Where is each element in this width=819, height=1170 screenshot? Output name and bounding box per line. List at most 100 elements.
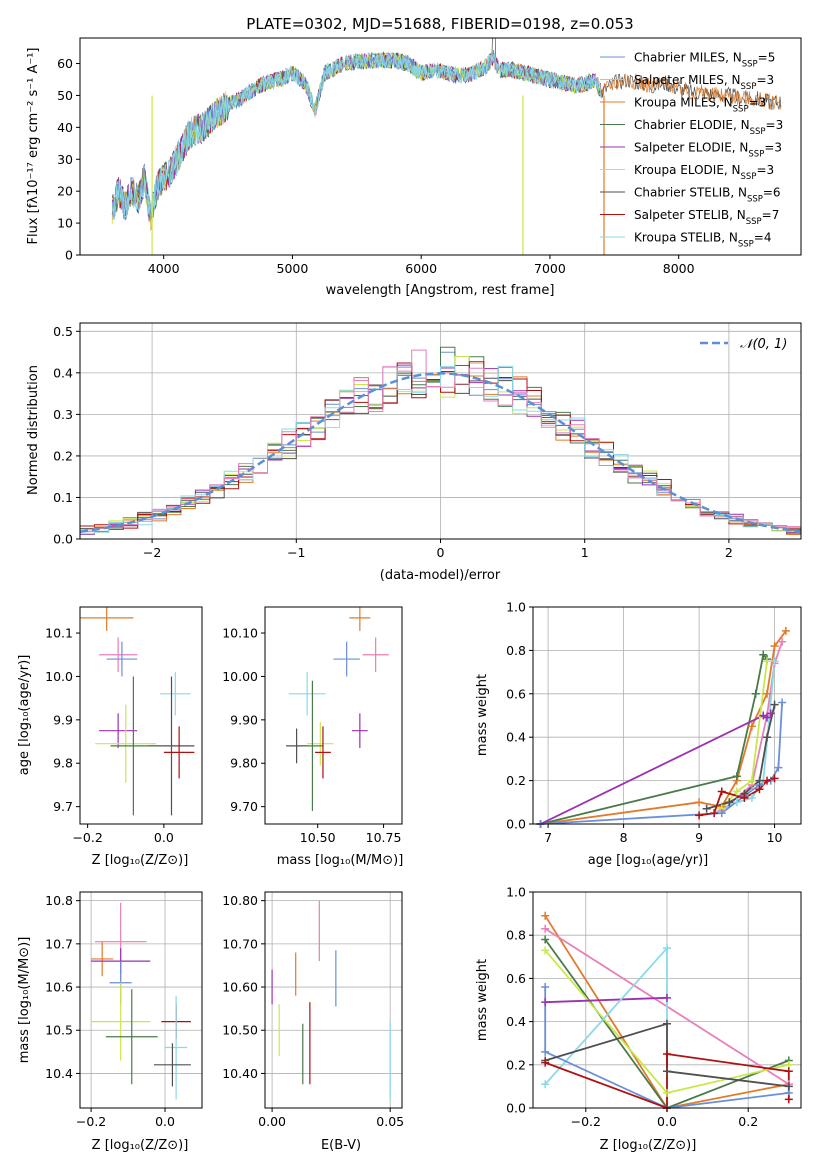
spectrum-line — [111, 51, 602, 221]
axes-frame — [79, 606, 203, 825]
mass-weight-marker — [663, 1067, 671, 1076]
x-tick-label: 7000 — [534, 261, 566, 276]
mass-weight-marker — [663, 993, 671, 1002]
mass-weight-marker — [751, 689, 760, 698]
gaussian-curve — [80, 372, 801, 533]
y-tick-label: 10.4 — [45, 1066, 73, 1081]
age-z-ylabel: age [log₁₀(age/yr)] — [17, 655, 32, 776]
y-tick-label: 9.7 — [53, 799, 73, 814]
x-tick-label: −0.2 — [76, 1114, 106, 1129]
y-tick-label: 0 — [65, 248, 73, 263]
y-tick-label: 0.8 — [506, 928, 526, 943]
mass-weight-marker — [541, 998, 550, 1007]
y-tick-label: 10.7 — [45, 936, 73, 951]
y-tick-label: 10.60 — [222, 980, 258, 995]
mass-weight-marker — [747, 722, 756, 731]
histogram-xlabel: (data-model)/error — [380, 568, 501, 583]
axes-2: −0.2 0.0 9.7 9.8 9.9 10.0 10.1 — [45, 606, 203, 845]
spectrum-xlabel: wavelength [Angstrom, rest frame] — [326, 283, 555, 298]
y-tick-label: 9.70 — [230, 799, 258, 814]
axes-5: −0.2 0.0 10.4 10.5 10.6 10.7 10.8 — [45, 891, 203, 1129]
mass-weight-marker — [784, 1095, 793, 1104]
plot-area — [286, 607, 389, 811]
mass-weight-marker — [695, 798, 704, 807]
x-tick-label: 10 — [767, 830, 783, 845]
y-tick-label: 40 — [57, 120, 73, 135]
mw-age-xlabel: age [log₁₀(age/yr)] — [588, 853, 709, 868]
mass-weight-marker — [663, 944, 671, 953]
x-tick-label: 0 — [437, 545, 445, 560]
axes-3: 10.50 10.75 9.70 9.80 9.90 10.00 10.10 — [222, 606, 403, 845]
axes-frame — [264, 606, 403, 825]
legend-count: =6 — [763, 186, 781, 200]
legend-subscript: SSP — [748, 150, 764, 160]
axes-frame — [532, 606, 802, 825]
axes-frame — [79, 322, 802, 540]
mass-weight-marker — [770, 657, 779, 666]
y-tick-label: 10.70 — [222, 936, 258, 951]
legend-count: =3 — [766, 118, 784, 132]
mass-weight-marker — [784, 1067, 793, 1076]
mass-weight-marker — [747, 793, 756, 802]
y-tick-label: 0.1 — [53, 490, 73, 505]
legend-subscript: SSP — [747, 195, 763, 205]
x-tick-label: 6000 — [405, 261, 437, 276]
mass-weight-marker — [541, 911, 550, 920]
legend-subscript: SSP — [741, 82, 757, 92]
x-tick-label: 0.0 — [155, 1114, 175, 1129]
mass-weight-marker — [541, 935, 550, 944]
legend-count: =3 — [756, 73, 774, 87]
age-z-xlabel: Z [log₁₀(Z/Z⊙)] — [92, 853, 189, 868]
mass-weight-marker — [778, 637, 787, 646]
legend-count: =3 — [756, 163, 774, 177]
mass-weight-marker — [725, 798, 734, 807]
y-tick-label: 9.90 — [230, 712, 258, 727]
mass-weight-line — [544, 987, 789, 1108]
x-tick-label: 2 — [725, 545, 733, 560]
x-tick-label: 0.0 — [657, 1114, 677, 1129]
y-tick-label: 9.9 — [53, 712, 73, 727]
gaussian-legend-label: 𝒩(0, 1) — [740, 337, 787, 352]
legend-count: =4 — [754, 231, 772, 245]
legend-count: =3 — [764, 141, 782, 155]
mass-weight-marker — [784, 1082, 793, 1091]
mass-weight-marker — [717, 787, 726, 796]
mass-weight-marker — [695, 811, 704, 820]
y-tick-label: 10.8 — [45, 893, 73, 908]
mass-weight-marker — [763, 689, 772, 698]
mass-z-xlabel: Z [log₁₀(Z/Z⊙)] — [92, 1138, 189, 1153]
mass-weight-marker — [702, 804, 711, 813]
mass-weight-marker — [663, 1019, 671, 1028]
x-tick-label: 10.50 — [300, 830, 336, 845]
mass-weight-marker — [541, 924, 550, 933]
y-tick-label: 0.5 — [53, 324, 73, 339]
axes-1: −2 −1 0 1 2 0.0 0.1 0.2 0.3 0.4 0.5 — [53, 322, 802, 560]
mass-weight-marker — [763, 713, 772, 722]
x-tick-label: 8000 — [663, 261, 695, 276]
mass-weight-marker — [732, 787, 741, 796]
mass-weight-marker — [663, 1088, 671, 1097]
legend-count: =7 — [762, 208, 780, 222]
mass-weight-marker — [755, 785, 764, 794]
y-tick-label: 0.2 — [506, 773, 526, 788]
mass-weight-marker — [541, 983, 550, 992]
mass-weight-marker — [541, 946, 550, 955]
axes-7: −0.2 0.0 0.2 0.0 0.2 0.4 0.6 0.8 1.0 — [506, 885, 802, 1129]
plot-area — [111, 38, 782, 255]
legend-count: =5 — [758, 51, 776, 65]
y-tick-label: 20 — [57, 184, 73, 199]
mass-weight-line — [544, 938, 790, 1108]
mw-z-xlabel: Z [log₁₀(Z/Z⊙)] — [600, 1138, 697, 1153]
mass-weight-marker — [740, 793, 749, 802]
legend-subscript: SSP — [733, 105, 749, 115]
axes-6: 0.00 0.05 10.40 10.50 10.60 10.70 10.80 — [222, 891, 404, 1129]
y-tick-label: 0.2 — [506, 1057, 526, 1072]
mass-weight-marker — [770, 700, 779, 709]
mass-weight-marker — [763, 776, 772, 785]
y-tick-label: 10.6 — [45, 980, 73, 995]
spectrum-line — [111, 52, 601, 217]
x-tick-label: 0.0 — [154, 830, 174, 845]
mass-ebv-xlabel: E(B-V) — [321, 1138, 361, 1153]
y-tick-label: 0.0 — [506, 817, 526, 832]
